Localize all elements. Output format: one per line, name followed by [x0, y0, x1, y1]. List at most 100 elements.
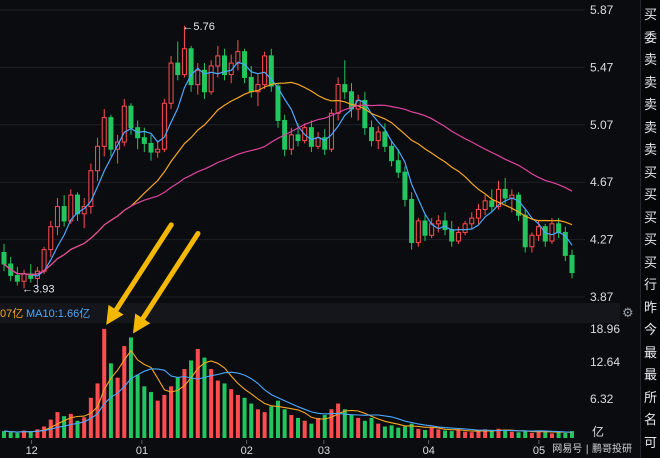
volume-axis: 18.96 12.64 6.32 亿	[590, 322, 620, 439]
price-annotations: ←5.76 ←3.93	[22, 21, 215, 296]
side-panel-row: 所	[644, 390, 658, 406]
candle-body	[382, 131, 388, 147]
candle-body	[275, 85, 281, 121]
candle-body	[449, 229, 455, 242]
volume-bar	[1, 431, 7, 438]
volume-bar	[28, 431, 33, 438]
candle-body	[409, 198, 415, 243]
volume-bar	[262, 412, 267, 438]
volume-bar	[409, 423, 414, 438]
side-panel-row: 买	[644, 210, 658, 226]
volume-tick-label: 6.32	[590, 392, 614, 406]
candle-body	[562, 231, 568, 256]
volume-bar	[376, 423, 381, 438]
candle-body	[181, 48, 187, 76]
settings-gear-icon[interactable]: ⚙	[622, 306, 634, 321]
volume-bar	[128, 337, 133, 438]
volume-bar	[95, 383, 100, 438]
moving-average-lines	[3, 61, 573, 277]
volume-bar	[416, 428, 421, 438]
volume-bar	[382, 426, 387, 438]
ma10-volume-label: MA10:1.66亿	[26, 307, 90, 320]
candle-body	[556, 223, 562, 233]
side-panel-row: 可	[644, 435, 658, 451]
volume-bar	[235, 394, 240, 438]
volume-bar	[189, 360, 194, 438]
volume-bar	[362, 420, 367, 438]
volume-bar	[209, 369, 214, 438]
price-tick-label: 5.07	[590, 118, 614, 132]
candle-body	[268, 55, 274, 87]
candle-body	[529, 234, 535, 248]
price-ma-line-long	[3, 104, 573, 276]
volume-bar	[182, 369, 187, 438]
candle-body	[435, 220, 441, 225]
candle-body	[422, 220, 428, 236]
candle-body	[1, 252, 7, 265]
candle-body	[168, 62, 174, 104]
volume-bar	[202, 357, 207, 438]
candle-body	[482, 200, 488, 210]
candle-body	[395, 160, 401, 173]
volume-bar	[289, 415, 294, 438]
candle-body	[522, 214, 528, 248]
volume-bar	[322, 415, 327, 438]
candle-body	[208, 65, 214, 93]
volume-bar	[536, 430, 541, 438]
candle-body	[335, 84, 341, 114]
candle-body	[148, 142, 154, 153]
price-tick-label: 4.67	[590, 175, 614, 189]
side-panel-row: 买	[644, 233, 658, 248]
volume-ma-line-10	[3, 368, 573, 433]
candle-body	[389, 145, 395, 162]
candle-body	[128, 105, 134, 129]
volume-bar	[22, 430, 27, 438]
highlight-arrows	[106, 222, 201, 334]
date-tick-label: 04	[423, 445, 435, 457]
volume-bar	[302, 420, 307, 438]
side-panel-row: 行	[644, 278, 658, 293]
candle-body	[48, 226, 54, 251]
side-panel-row: 卖	[644, 143, 658, 158]
candle-body	[362, 99, 368, 129]
volume-bar	[255, 409, 260, 438]
candle-body	[54, 206, 60, 228]
volume-bar	[135, 374, 140, 438]
candle-body	[342, 84, 348, 93]
side-panel-row: 卖	[644, 98, 658, 113]
volume-bar	[242, 397, 247, 438]
volume-bar	[429, 427, 434, 438]
volume-unit-label: 亿	[592, 424, 604, 439]
volume-bar	[142, 386, 147, 438]
volume-header-bar	[0, 303, 620, 323]
volume-bar	[496, 428, 501, 438]
volume-bar	[162, 394, 167, 438]
candle-body	[322, 137, 328, 150]
side-panel-row: 最	[644, 345, 658, 361]
date-axis: 12 01 02 03 04 05	[0, 440, 620, 458]
candle-body	[475, 208, 481, 219]
candle-body	[516, 194, 522, 216]
volume-bar	[169, 386, 174, 438]
volume-bar	[556, 432, 561, 438]
candle-body	[255, 84, 261, 93]
volume-bar	[449, 431, 454, 438]
volume-bar	[569, 431, 575, 438]
volume-bar	[463, 431, 468, 438]
volume-bar	[336, 403, 341, 438]
volume-bar	[62, 416, 67, 438]
highlight-arrow-shaft	[111, 222, 174, 316]
candle-body	[222, 55, 228, 76]
side-panel-row: 委	[644, 30, 658, 46]
volume-bar	[282, 409, 287, 438]
candle-body	[308, 127, 314, 147]
candle-body	[375, 131, 381, 142]
volume-bar	[402, 426, 407, 438]
volume-bar	[75, 420, 80, 438]
volume-bar	[82, 417, 87, 438]
volume-bar	[396, 427, 401, 438]
price-ma-line-short	[3, 61, 573, 277]
side-panel-row: 最	[644, 368, 658, 383]
volume-bar	[15, 432, 20, 438]
